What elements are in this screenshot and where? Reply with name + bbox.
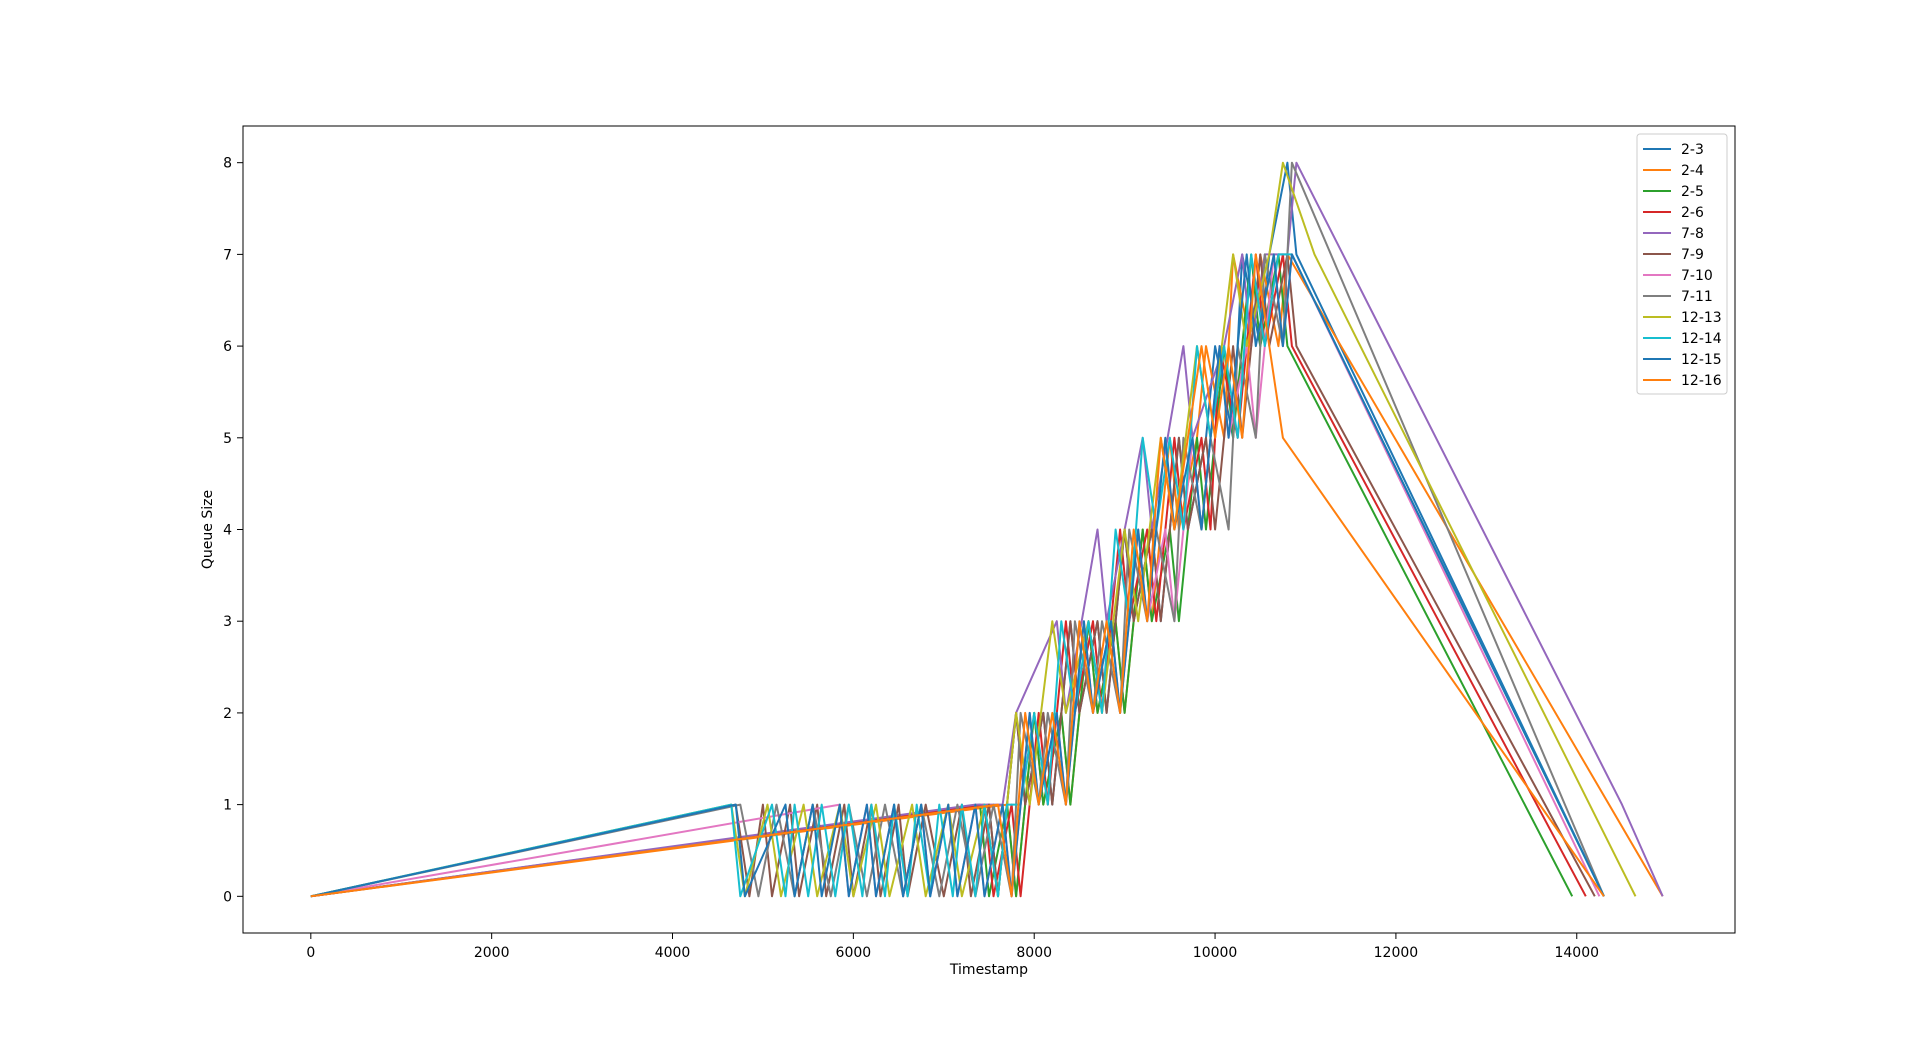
legend-box <box>1636 133 1728 395</box>
legend-label: 2-5 <box>1681 184 1704 200</box>
series-line-12-16 <box>310 253 1605 898</box>
series-line-7-8 <box>310 161 1664 898</box>
legend-label: 7-8 <box>1681 226 1704 242</box>
legend-label: 12-16 <box>1681 373 1722 389</box>
x-tick-label: 8000 <box>1016 945 1052 961</box>
legend-label: 7-11 <box>1681 289 1713 305</box>
series-line-2-5 <box>310 253 1574 898</box>
x-axis-label: Timestamp <box>949 962 1028 978</box>
x-tick-label: 10000 <box>1193 945 1238 961</box>
series-line-2-6 <box>310 253 1587 898</box>
x-tick-label: 4000 <box>655 945 691 961</box>
legend-label: 2-3 <box>1681 142 1704 158</box>
y-tick-label: 6 <box>223 339 232 355</box>
x-tick-label: 12000 <box>1374 945 1419 961</box>
y-tick-label: 4 <box>223 523 232 539</box>
series-layer <box>310 161 1664 898</box>
series-line-7-11 <box>310 161 1605 898</box>
legend: 2-3 2-4 2-5 2-6 7-8 7-9 7-10 7-11 12-13 12-14 12-1… <box>1636 133 1728 395</box>
legend-label: 7-10 <box>1681 268 1713 284</box>
legend-label: 2-4 <box>1681 163 1704 179</box>
y-axis: 0 1 2 3 4 5 6 7 8 <box>223 156 243 905</box>
legend-label: 7-9 <box>1681 247 1704 263</box>
series-line-12-14 <box>310 253 1605 898</box>
series-line-12-15 <box>310 253 1605 898</box>
series-line-2-3 <box>310 161 1605 898</box>
x-tick-label: 14000 <box>1554 945 1599 961</box>
y-axis-label: Queue Size <box>200 490 216 569</box>
x-tick-label: 0 <box>306 945 315 961</box>
y-tick-label: 0 <box>223 889 232 905</box>
x-tick-label: 2000 <box>474 945 510 961</box>
y-tick-label: 7 <box>223 247 232 263</box>
legend-label: 12-15 <box>1681 352 1722 368</box>
series-line-7-9 <box>310 253 1596 898</box>
x-axis: 0 2000 4000 6000 8000 10000 12000 14000 <box>306 933 1599 961</box>
y-tick-label: 5 <box>223 431 232 447</box>
series-line-12-13 <box>310 161 1637 898</box>
series-line-2-4 <box>310 253 1664 898</box>
y-tick-label: 8 <box>223 156 232 172</box>
legend-label: 12-13 <box>1681 310 1722 326</box>
y-tick-label: 2 <box>223 706 232 722</box>
y-tick-label: 1 <box>223 798 232 814</box>
x-tick-label: 6000 <box>836 945 872 961</box>
legend-label: 2-6 <box>1681 205 1704 221</box>
y-tick-label: 3 <box>223 614 232 630</box>
legend-label: 12-14 <box>1681 331 1722 347</box>
